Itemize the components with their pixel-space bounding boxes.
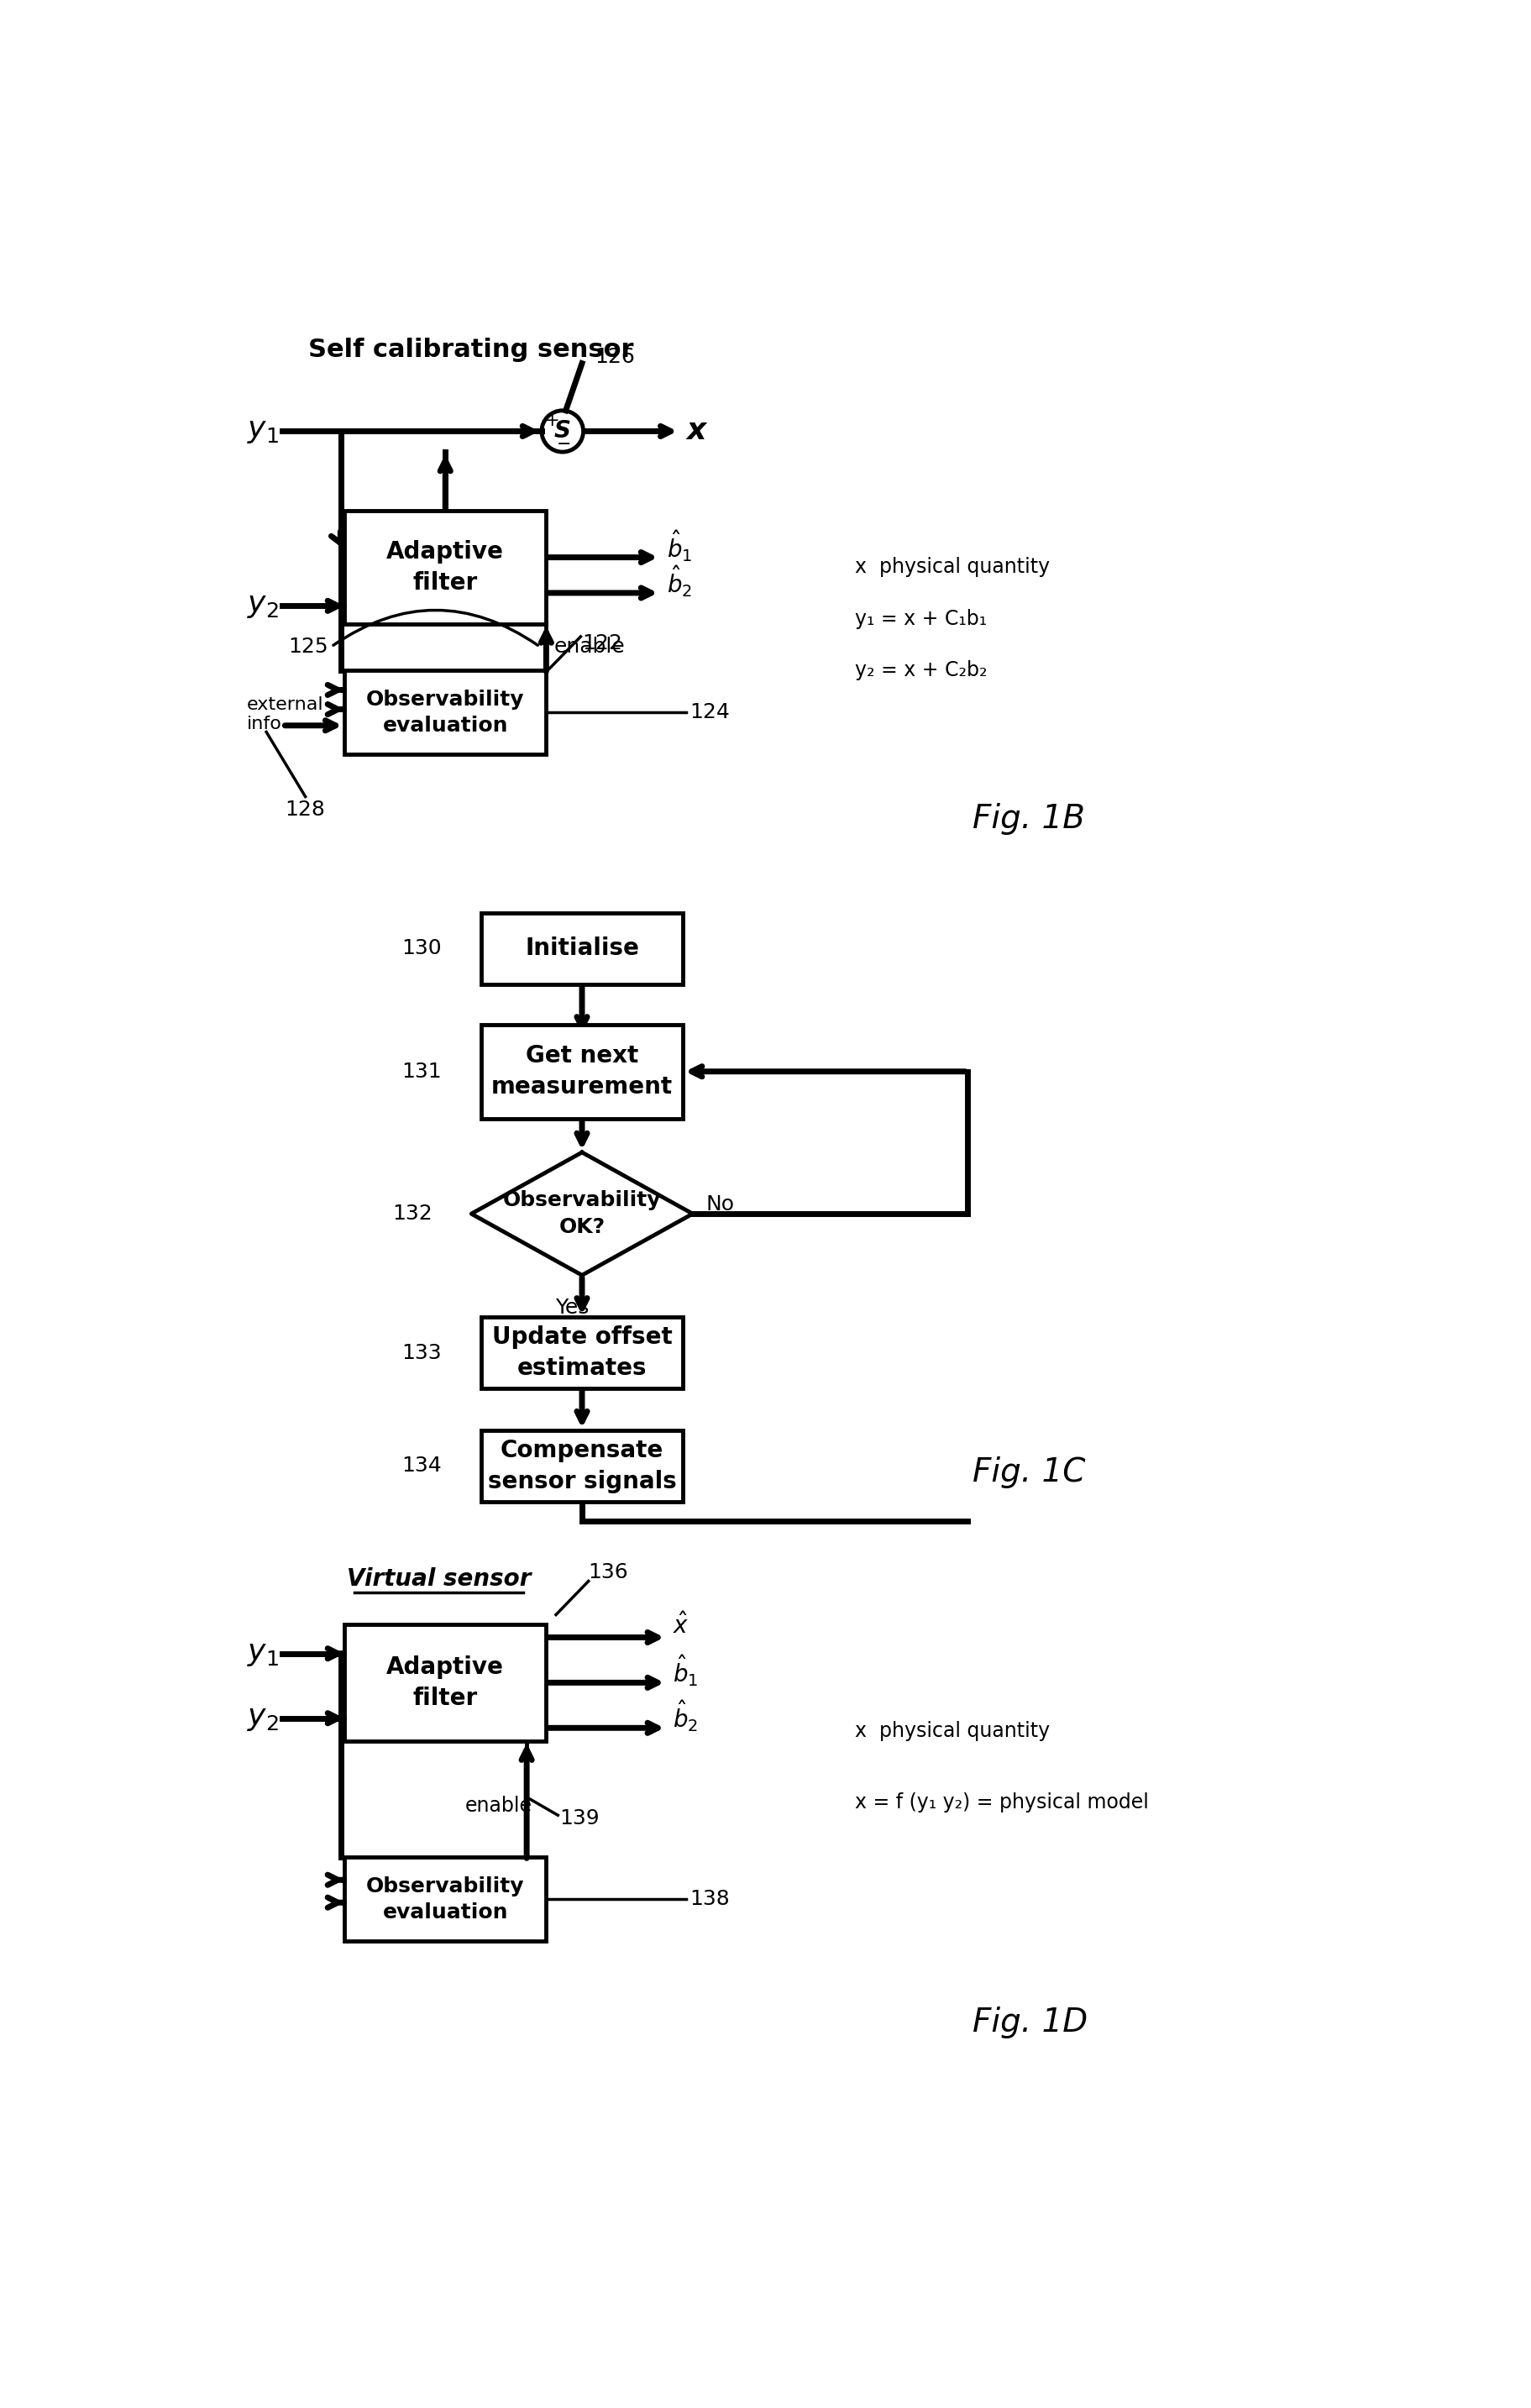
- FancyBboxPatch shape: [481, 1026, 683, 1117]
- Text: S: S: [554, 419, 571, 443]
- Text: No: No: [706, 1194, 733, 1214]
- FancyBboxPatch shape: [481, 1430, 683, 1503]
- Polygon shape: [472, 1153, 692, 1276]
- Text: 136: 136: [588, 1563, 628, 1582]
- Text: 126: 126: [594, 347, 635, 366]
- Text: y₂ = x + C₂b₂: y₂ = x + C₂b₂: [854, 660, 987, 681]
- Text: enable: enable: [464, 1796, 531, 1816]
- Text: −: −: [556, 436, 571, 453]
- Text: Observability
evaluation: Observability evaluation: [366, 1876, 524, 1922]
- Text: $y_2$: $y_2$: [246, 592, 279, 621]
- Text: 128: 128: [285, 799, 325, 821]
- FancyBboxPatch shape: [344, 669, 547, 754]
- Text: Virtual sensor: Virtual sensor: [346, 1568, 531, 1592]
- FancyBboxPatch shape: [481, 1317, 683, 1389]
- Text: Observability
OK?: Observability OK?: [502, 1190, 661, 1238]
- Text: $\hat{b}_2$: $\hat{b}_2$: [666, 563, 692, 600]
- Text: $\hat{x}$: $\hat{x}$: [672, 1613, 689, 1640]
- Text: Adaptive
filter: Adaptive filter: [386, 539, 504, 595]
- Text: Fig. 1B: Fig. 1B: [972, 804, 1084, 836]
- Text: Fig. 1C: Fig. 1C: [972, 1457, 1085, 1488]
- Text: $y_1$: $y_1$: [246, 417, 279, 445]
- Text: Fig. 1D: Fig. 1D: [972, 2006, 1087, 2037]
- Text: 125: 125: [288, 636, 328, 657]
- Text: Get next
measurement: Get next measurement: [491, 1045, 672, 1098]
- Text: x: x: [686, 417, 706, 445]
- Text: Update offset
estimates: Update offset estimates: [491, 1327, 672, 1380]
- Text: external
info: external info: [246, 696, 323, 732]
- Text: +: +: [545, 412, 559, 429]
- Text: 133: 133: [401, 1344, 442, 1363]
- Text: enable: enable: [554, 636, 625, 657]
- Text: Yes: Yes: [554, 1298, 589, 1317]
- Text: Observability
evaluation: Observability evaluation: [366, 689, 524, 737]
- Text: x  physical quantity: x physical quantity: [854, 556, 1050, 578]
- Text: x  physical quantity: x physical quantity: [854, 1722, 1050, 1741]
- FancyBboxPatch shape: [344, 1625, 547, 1741]
- Text: 139: 139: [559, 1808, 599, 1828]
- FancyBboxPatch shape: [344, 1857, 547, 1941]
- Text: 122: 122: [582, 633, 622, 653]
- Text: $\hat{b}_1$: $\hat{b}_1$: [666, 527, 692, 563]
- Text: y₁ = x + C₁b₁: y₁ = x + C₁b₁: [854, 609, 987, 628]
- Text: $y_2$: $y_2$: [246, 1705, 279, 1731]
- Text: 131: 131: [401, 1062, 442, 1081]
- Text: 132: 132: [392, 1204, 432, 1223]
- Text: $\hat{b}_2$: $\hat{b}_2$: [672, 1698, 698, 1734]
- Text: x = f (y₁ y₂) = physical model: x = f (y₁ y₂) = physical model: [854, 1792, 1148, 1813]
- Text: $y_1$: $y_1$: [246, 1640, 279, 1669]
- FancyBboxPatch shape: [344, 510, 547, 624]
- Text: Self calibrating sensor: Self calibrating sensor: [308, 337, 634, 361]
- Text: 138: 138: [689, 1890, 729, 1910]
- Text: 124: 124: [689, 703, 729, 722]
- Text: 130: 130: [401, 939, 442, 958]
- Text: Initialise: Initialise: [525, 937, 638, 961]
- Text: 134: 134: [401, 1457, 442, 1476]
- Text: $\hat{b}_1$: $\hat{b}_1$: [672, 1654, 698, 1688]
- Text: Compensate
sensor signals: Compensate sensor signals: [487, 1440, 677, 1493]
- Text: Adaptive
filter: Adaptive filter: [386, 1654, 504, 1710]
- FancyBboxPatch shape: [481, 913, 683, 985]
